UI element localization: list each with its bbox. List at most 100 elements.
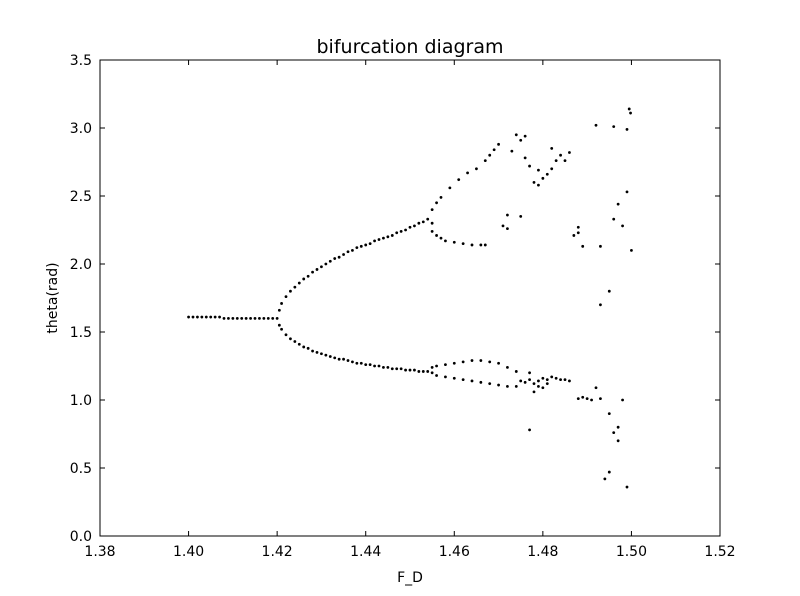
data-point bbox=[510, 149, 514, 153]
data-point bbox=[306, 274, 310, 278]
data-point bbox=[572, 234, 576, 237]
data-point bbox=[537, 379, 540, 383]
data-point bbox=[621, 398, 624, 402]
data-point bbox=[537, 168, 540, 172]
data-point bbox=[262, 317, 266, 320]
data-point bbox=[368, 242, 372, 246]
data-point bbox=[426, 370, 430, 373]
data-point bbox=[421, 220, 425, 224]
data-point bbox=[209, 315, 213, 319]
data-point bbox=[395, 367, 399, 371]
data-point bbox=[342, 357, 345, 361]
data-point bbox=[289, 289, 292, 293]
chart-title: bifurcation diagram bbox=[317, 36, 504, 58]
data-point bbox=[625, 190, 629, 194]
data-point bbox=[616, 202, 620, 206]
data-point bbox=[235, 317, 239, 320]
data-point bbox=[488, 382, 492, 386]
data-point bbox=[200, 315, 204, 319]
data-point bbox=[528, 164, 531, 168]
x-axis-label: F_D bbox=[397, 570, 423, 586]
data-point bbox=[355, 361, 359, 365]
data-point bbox=[550, 147, 554, 150]
data-point bbox=[559, 153, 562, 157]
data-point bbox=[475, 167, 478, 171]
data-point bbox=[621, 224, 624, 228]
x-tick-label: 1.42 bbox=[262, 544, 293, 560]
data-point bbox=[439, 195, 443, 199]
data-point bbox=[404, 228, 407, 232]
data-point bbox=[506, 213, 509, 217]
y-tick-label: 0.0 bbox=[70, 529, 92, 545]
data-point bbox=[249, 317, 252, 320]
data-point bbox=[537, 183, 540, 187]
data-point bbox=[284, 295, 288, 299]
data-point bbox=[616, 439, 620, 443]
data-point bbox=[342, 253, 345, 256]
data-point bbox=[382, 365, 385, 369]
data-point bbox=[466, 171, 469, 175]
data-point bbox=[559, 378, 562, 381]
data-point bbox=[277, 308, 281, 312]
data-point bbox=[435, 364, 438, 368]
data-point bbox=[585, 397, 589, 401]
data-point bbox=[519, 215, 523, 218]
data-point bbox=[320, 265, 323, 269]
data-point bbox=[568, 379, 571, 383]
y-tick-label: 1.0 bbox=[70, 393, 92, 409]
data-point bbox=[590, 398, 593, 402]
data-point bbox=[390, 234, 394, 237]
data-point bbox=[479, 359, 483, 362]
data-point bbox=[417, 370, 421, 373]
data-point bbox=[599, 244, 602, 248]
data-point bbox=[297, 281, 301, 285]
data-point bbox=[461, 242, 465, 246]
data-point bbox=[506, 365, 509, 369]
data-point bbox=[541, 176, 545, 180]
data-point bbox=[289, 337, 292, 341]
data-point bbox=[479, 243, 483, 247]
data-point bbox=[563, 159, 567, 163]
data-point bbox=[599, 397, 602, 401]
data-point bbox=[528, 371, 531, 375]
data-point bbox=[519, 379, 523, 383]
data-point bbox=[368, 363, 372, 367]
data-point bbox=[607, 289, 611, 293]
data-point bbox=[568, 151, 571, 154]
y-tick-label: 3.5 bbox=[70, 53, 92, 69]
data-point bbox=[222, 317, 226, 320]
data-point bbox=[457, 178, 461, 182]
data-point bbox=[506, 227, 509, 231]
data-point bbox=[284, 333, 288, 337]
data-point bbox=[213, 315, 217, 319]
data-point bbox=[435, 374, 438, 377]
data-point bbox=[625, 127, 629, 131]
data-point bbox=[346, 250, 350, 254]
data-point bbox=[435, 201, 438, 205]
data-point bbox=[293, 340, 297, 343]
data-point bbox=[532, 181, 536, 184]
data-point bbox=[501, 224, 505, 228]
data-point bbox=[373, 364, 376, 368]
data-point bbox=[227, 317, 230, 320]
data-point bbox=[328, 259, 332, 263]
data-point bbox=[430, 229, 434, 233]
x-tick-label: 1.44 bbox=[350, 544, 381, 560]
data-point bbox=[244, 317, 248, 320]
data-point bbox=[576, 231, 580, 235]
data-point bbox=[444, 375, 447, 379]
data-point bbox=[461, 360, 465, 364]
data-point bbox=[266, 317, 270, 320]
data-point bbox=[470, 359, 474, 362]
data-point bbox=[399, 229, 403, 233]
data-point bbox=[550, 375, 554, 379]
data-point bbox=[545, 378, 549, 381]
data-point bbox=[293, 285, 297, 289]
data-point bbox=[492, 148, 496, 152]
data-point bbox=[408, 225, 412, 229]
data-point bbox=[333, 257, 337, 260]
data-point bbox=[470, 379, 474, 383]
data-point bbox=[386, 235, 390, 239]
data-point bbox=[311, 349, 314, 353]
data-point bbox=[364, 363, 368, 367]
